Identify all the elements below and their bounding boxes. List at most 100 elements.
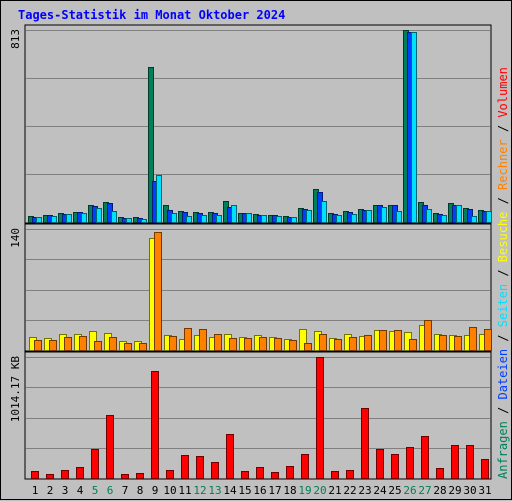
series-volumen: [31, 357, 489, 479]
bar-volumen-day-13: [211, 462, 219, 479]
bar-rechner-day-3: [64, 337, 72, 351]
bar-rechner-day-14: [229, 338, 237, 351]
bar-rechner-day-15: [244, 338, 252, 351]
x-tick-label-day-21: 21: [328, 484, 341, 497]
x-tick-label-day-15: 15: [238, 484, 251, 497]
bar-rechner-day-8: [139, 343, 147, 351]
y-axis-max-label: 140: [9, 228, 22, 248]
bar-seiten-day-10: [171, 213, 177, 223]
x-tick-label-day-19: 19: [298, 484, 311, 497]
bar-volumen-day-15: [241, 471, 249, 479]
bar-rechner-day-30: [469, 327, 477, 351]
bar-volumen-day-31: [481, 459, 489, 479]
bar-seiten-day-24: [381, 207, 387, 223]
bar-seiten-day-17: [276, 216, 282, 223]
bar-volumen-day-23: [361, 408, 369, 479]
bar-volumen-day-20: [316, 357, 324, 479]
bar-seiten-day-2: [51, 216, 57, 223]
bar-anfragen-day-9: [148, 67, 154, 223]
bar-seiten-day-22: [351, 214, 357, 223]
bar-rechner-day-1: [34, 340, 42, 351]
gridlines: [26, 229, 490, 321]
bar-rechner-day-18: [289, 340, 297, 351]
bar-volumen-day-11: [181, 455, 189, 479]
x-tick-label-day-4: 4: [77, 484, 84, 497]
x-tick-label-day-11: 11: [178, 484, 191, 497]
x-axis-labels: 1 2 3 4 5 6 7 8 9 10 11 12 13 14 15 16 17 18 19 20 21 22 23 24 2…: [32, 484, 492, 497]
bar-rechner-day-26: [409, 339, 417, 351]
x-tick-label-day-24: 24: [373, 484, 387, 497]
bar-seiten-day-15: [246, 213, 252, 223]
bar-rechner-day-13: [214, 334, 222, 351]
bar-volumen-day-30: [466, 445, 474, 479]
bar-rechner-day-29: [454, 336, 462, 351]
bar-seiten-day-3: [66, 214, 72, 223]
y-axis-max-label: 813: [9, 29, 22, 49]
plot-area: [24, 24, 492, 224]
bar-volumen-day-21: [331, 471, 339, 479]
bar-seiten-day-5: [96, 208, 102, 223]
bar-rechner-day-12: [199, 329, 207, 351]
bar-besuche-day-19: [299, 329, 307, 351]
bar-rechner-day-31: [484, 329, 492, 351]
bar-volumen-day-29: [451, 445, 459, 479]
bar-volumen-day-14: [226, 434, 234, 479]
x-tick-label-day-8: 8: [137, 484, 144, 497]
bar-rechner-day-6: [109, 337, 117, 351]
series-dateien: [32, 32, 488, 223]
bar-rechner-day-27: [424, 320, 432, 351]
bar-seiten-day-4: [81, 213, 87, 223]
bar-volumen-day-3: [61, 470, 69, 479]
x-tick-label-day-29: 29: [448, 484, 461, 497]
bar-rechner-day-5: [94, 341, 102, 351]
bar-seiten-day-8: [141, 219, 147, 223]
legend-separator: /: [496, 190, 510, 212]
series-seiten: [36, 32, 492, 223]
bar-rechner-day-25: [394, 330, 402, 351]
bar-volumen-day-9: [151, 371, 159, 479]
bar-seiten-day-29: [456, 205, 462, 223]
series-rechner: [34, 232, 492, 351]
legend-separator: /: [496, 327, 510, 349]
bar-rechner-day-9: [154, 232, 162, 351]
x-tick-label-day-2: 2: [47, 484, 54, 497]
x-tick-label-day-5: 5: [92, 484, 99, 497]
bar-volumen-day-5: [91, 449, 99, 479]
bar-seiten-day-7: [126, 218, 132, 223]
x-tick-label-day-20: 20: [313, 484, 326, 497]
x-tick-label-day-25: 25: [388, 484, 401, 497]
bar-seiten-day-26: [411, 32, 417, 223]
bar-rechner-day-17: [274, 338, 282, 351]
x-tick-label-day-22: 22: [343, 484, 356, 497]
legend-rechner: Rechner: [496, 139, 510, 190]
bar-rechner-day-28: [439, 335, 447, 351]
bar-rechner-day-21: [334, 339, 342, 351]
x-tick-label-day-3: 3: [62, 484, 69, 497]
x-tick-label-day-26: 26: [403, 484, 416, 497]
bar-seiten-day-11: [186, 216, 192, 223]
bar-volumen-day-7: [121, 474, 129, 479]
legend-besuche: Besuche: [496, 212, 510, 263]
x-tick-label-day-31: 31: [478, 484, 491, 497]
legend-volumen: Volumen: [496, 67, 510, 118]
bar-seiten-day-31: [486, 211, 492, 223]
bar-seiten-day-19: [306, 210, 312, 223]
x-tick-label-day-16: 16: [253, 484, 266, 497]
bar-seiten-day-20: [321, 201, 327, 223]
chart-panel-middle: 140: [9, 223, 492, 352]
bar-rechner-day-19: [304, 343, 312, 351]
legend-separator: /: [496, 118, 510, 140]
bar-seiten-day-28: [441, 215, 447, 223]
bar-seiten-day-13: [216, 215, 222, 223]
x-tick-label-day-28: 28: [433, 484, 446, 497]
legend-dateien: Dateien: [496, 349, 510, 400]
bar-seiten-day-25: [396, 211, 402, 223]
bar-volumen-day-2: [46, 474, 54, 479]
bar-rechner-day-20: [319, 334, 327, 351]
bar-rechner-day-2: [49, 340, 57, 351]
y-axis-max-label: 1014.17 KB: [9, 356, 22, 423]
x-tick-label-day-27: 27: [418, 484, 431, 497]
bar-rechner-day-23: [364, 335, 372, 351]
plot-area: [24, 223, 492, 352]
